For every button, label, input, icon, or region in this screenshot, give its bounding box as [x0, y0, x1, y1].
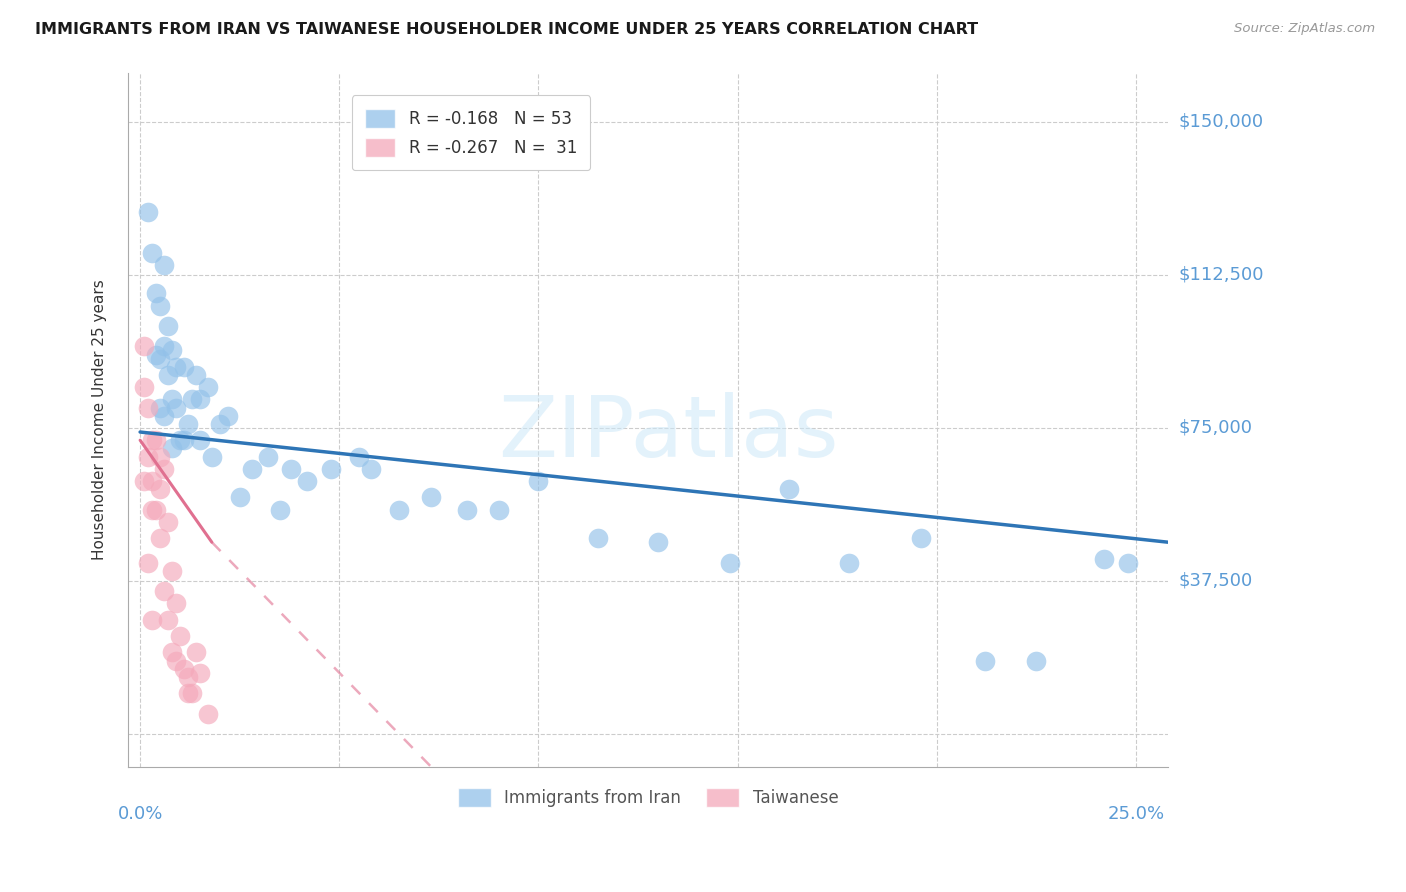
Point: [488, 502, 510, 516]
Point: [141, 474, 163, 488]
Point: [173, 662, 195, 676]
Point: [153, 409, 176, 423]
Point: [156, 368, 179, 382]
Point: [141, 433, 163, 447]
Point: [153, 258, 176, 272]
Point: [180, 392, 202, 407]
Point: [1025, 653, 1047, 667]
Point: [838, 556, 860, 570]
Point: [184, 368, 207, 382]
Point: [240, 462, 263, 476]
Point: [177, 686, 200, 700]
Point: [180, 686, 202, 700]
Point: [156, 318, 179, 333]
Point: [184, 645, 207, 659]
Point: [136, 204, 159, 219]
Point: [160, 392, 183, 407]
Point: [321, 462, 343, 476]
Point: [149, 299, 172, 313]
Y-axis label: Householder Income Under 25 years: Householder Income Under 25 years: [93, 279, 107, 560]
Point: [160, 442, 183, 456]
Text: ZIPatlas: ZIPatlas: [499, 392, 839, 475]
Point: [297, 474, 319, 488]
Point: [647, 535, 669, 549]
Point: [149, 482, 172, 496]
Text: IMMIGRANTS FROM IRAN VS TAIWANESE HOUSEHOLDER INCOME UNDER 25 YEARS CORRELATION : IMMIGRANTS FROM IRAN VS TAIWANESE HOUSEH…: [35, 22, 979, 37]
Point: [388, 502, 411, 516]
Point: [173, 359, 195, 374]
Point: [778, 482, 800, 496]
Text: $75,000: $75,000: [1180, 419, 1253, 437]
Point: [188, 392, 211, 407]
Point: [136, 401, 159, 415]
Point: [197, 706, 219, 721]
Point: [169, 629, 191, 643]
Text: Source: ZipAtlas.com: Source: ZipAtlas.com: [1234, 22, 1375, 36]
Point: [149, 401, 172, 415]
Point: [132, 474, 155, 488]
Point: [208, 417, 231, 431]
Point: [1116, 556, 1139, 570]
Point: [136, 450, 159, 464]
Point: [188, 665, 211, 680]
Point: [177, 417, 200, 431]
Point: [141, 245, 163, 260]
Point: [201, 450, 224, 464]
Point: [160, 343, 183, 358]
Text: 0.0%: 0.0%: [118, 805, 163, 823]
Point: [156, 515, 179, 529]
Point: [347, 450, 370, 464]
Point: [165, 359, 187, 374]
Legend: Immigrants from Iran, Taiwanese: Immigrants from Iran, Taiwanese: [451, 781, 845, 814]
Point: [149, 351, 172, 366]
Point: [165, 653, 187, 667]
Point: [173, 433, 195, 447]
Point: [1092, 551, 1115, 566]
Point: [160, 645, 183, 659]
Point: [136, 556, 159, 570]
Point: [177, 670, 200, 684]
Point: [910, 531, 932, 545]
Text: $37,500: $37,500: [1180, 572, 1253, 590]
Point: [217, 409, 239, 423]
Point: [141, 502, 163, 516]
Text: $150,000: $150,000: [1180, 113, 1264, 131]
Point: [156, 613, 179, 627]
Point: [132, 380, 155, 394]
Point: [973, 653, 995, 667]
Point: [256, 450, 278, 464]
Point: [280, 462, 302, 476]
Point: [149, 450, 172, 464]
Point: [145, 347, 167, 361]
Point: [153, 339, 176, 353]
Point: [269, 502, 291, 516]
Point: [360, 462, 382, 476]
Point: [145, 286, 167, 301]
Point: [132, 339, 155, 353]
Text: $112,500: $112,500: [1180, 266, 1264, 284]
Point: [145, 433, 167, 447]
Text: 25.0%: 25.0%: [1108, 805, 1164, 823]
Point: [141, 613, 163, 627]
Point: [153, 462, 176, 476]
Point: [527, 474, 550, 488]
Point: [153, 584, 176, 599]
Point: [149, 531, 172, 545]
Point: [165, 596, 187, 610]
Point: [165, 401, 187, 415]
Point: [169, 433, 191, 447]
Point: [718, 556, 741, 570]
Point: [456, 502, 478, 516]
Point: [160, 564, 183, 578]
Point: [145, 502, 167, 516]
Point: [586, 531, 609, 545]
Point: [188, 433, 211, 447]
Point: [228, 491, 250, 505]
Point: [197, 380, 219, 394]
Point: [419, 491, 441, 505]
